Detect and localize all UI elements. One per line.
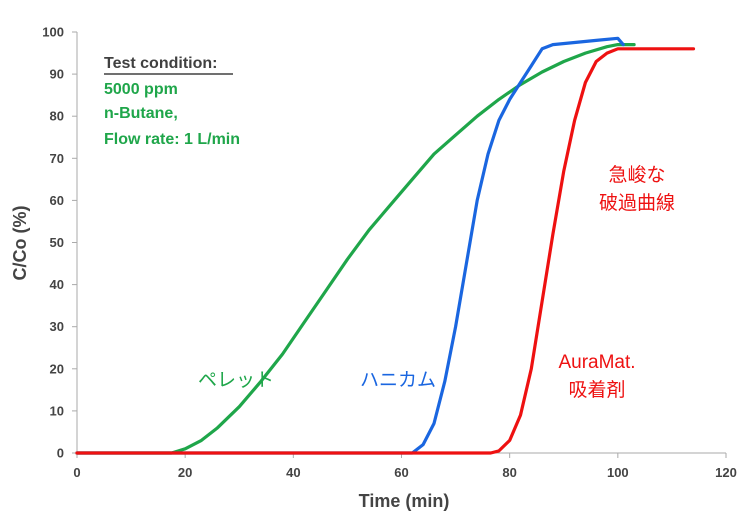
series-label-pellet: ペレット <box>198 370 274 391</box>
x-tick-label: 0 <box>73 465 80 480</box>
series-line-pellet <box>75 42 636 455</box>
x-tick-label: 40 <box>286 465 300 480</box>
y-tick-label: 10 <box>50 403 64 418</box>
test-condition-gas: n-Butane, <box>104 105 178 122</box>
y-tick-label: 50 <box>50 235 64 250</box>
series-line-auramat <box>75 47 696 455</box>
y-tick-label: 70 <box>50 151 64 166</box>
x-tick-label: 100 <box>607 465 629 480</box>
y-tick-label: 100 <box>42 25 64 40</box>
series-label-auramat: AuraMat. <box>558 352 635 373</box>
test-condition-concentration: 5000 ppm <box>104 81 178 98</box>
y-tick-label: 60 <box>50 193 64 208</box>
y-axis-title: C/Co (%) <box>10 206 30 281</box>
x-tick-label: 120 <box>715 465 737 480</box>
series-line-honeycomb <box>75 36 625 455</box>
test-condition-box: Test condition: 5000 ppm n-Butane, Flow … <box>104 55 240 148</box>
y-tick-label: 30 <box>50 319 64 334</box>
annotation-breakthrough-curve: 破過曲線 <box>599 192 675 214</box>
x-axis-title: Time (min) <box>359 491 450 511</box>
y-tick-label: 0 <box>57 446 64 461</box>
y-tick-label: 20 <box>50 361 64 376</box>
y-tick-label: 40 <box>50 277 64 292</box>
y-tick-label: 90 <box>50 67 64 82</box>
annotation-steep: 急峻な <box>608 164 665 186</box>
ticks: 0 10 20 30 40 50 60 70 80 90 100 0 20 40 60 80 100 120 <box>42 25 737 481</box>
series-label-adsorbent: 吸着剤 <box>568 379 625 401</box>
test-condition-flow-rate: Flow rate: 1 L/min <box>104 131 240 148</box>
x-tick-label: 80 <box>502 465 516 480</box>
x-tick-label: 60 <box>394 465 408 480</box>
y-tick-label: 80 <box>50 109 64 124</box>
x-tick-label: 20 <box>178 465 192 480</box>
series-label-honeycomb: ハニカム <box>360 370 436 391</box>
series <box>75 36 696 455</box>
test-condition-heading: Test condition: <box>104 55 217 72</box>
